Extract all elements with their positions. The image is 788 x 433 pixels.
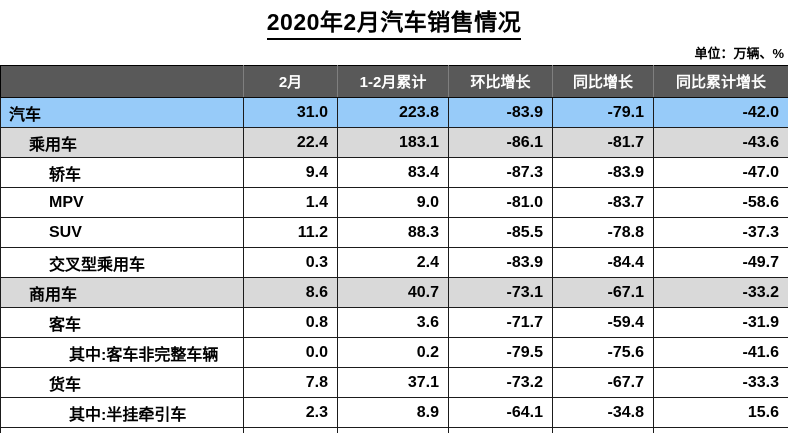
value-cell: 0.3	[243, 247, 338, 278]
value-cell: 88.3	[337, 217, 449, 248]
value-cell: -83.9	[552, 157, 654, 188]
column-header-yoy-cumulative-growth: 同比累计增长	[653, 65, 788, 98]
value-cell: 37.1	[337, 367, 449, 398]
value-cell: -33.3	[653, 367, 788, 398]
value-cell: -87.3	[448, 157, 553, 188]
value-cell: 83.4	[337, 157, 449, 188]
row-label-cell: 交叉型乘用车	[0, 247, 244, 278]
row-label-cell: 货车非完整车辆	[0, 427, 244, 433]
row-label-cell: SUV	[0, 217, 244, 248]
column-header-yoy-growth: 同比增长	[552, 65, 654, 98]
value-cell: -58.6	[653, 187, 788, 218]
value-cell: 11.2	[243, 217, 338, 248]
sales-table: 2月 1-2月累计 环比增长 同比增长 同比累计增长 汽车 31.0 223.8…	[0, 65, 788, 433]
table-row: 轿车 9.4 83.4 -87.3 -83.9 -47.0	[0, 157, 788, 188]
value-cell: 1.1	[243, 427, 338, 433]
unit-note: 单位：万辆、%	[694, 46, 784, 61]
value-cell: -85.5	[448, 217, 553, 248]
table-header: 2月 1-2月累计 环比增长 同比增长 同比累计增长	[0, 65, 788, 98]
row-label-cell: 货车	[0, 367, 244, 398]
value-cell: 8.9	[337, 397, 449, 428]
value-cell: 1.4	[243, 187, 338, 218]
value-cell: -59.4	[552, 307, 654, 338]
value-cell: -71.7	[448, 307, 553, 338]
value-cell: -49.7	[653, 247, 788, 278]
row-label-cell: 其中:客车非完整车辆	[0, 337, 244, 368]
value-cell: -33.2	[653, 277, 788, 308]
column-header-category	[0, 65, 244, 98]
value-cell: -83.9	[448, 247, 553, 278]
value-cell: -84.4	[552, 247, 654, 278]
value-cell: -81.7	[552, 127, 654, 158]
value-cell: -83.9	[448, 97, 553, 128]
value-cell: 0.2	[337, 337, 449, 368]
value-cell: -47.0	[653, 157, 788, 188]
table-row: 商用车 8.6 40.7 -73.1 -67.1 -33.2	[0, 277, 788, 308]
column-header-mom-growth: 环比增长	[448, 65, 553, 98]
row-label-cell: 汽车	[0, 97, 244, 128]
value-cell: -64.1	[448, 397, 553, 428]
page-title: 2020年2月汽车销售情况	[266, 3, 522, 40]
value-cell: -83.7	[552, 187, 654, 218]
table-row: 货车非完整车辆 1.1 5.9 -75.6 -68.1 -32.0	[0, 427, 788, 433]
value-cell: 2.3	[243, 397, 338, 428]
table-row: 乘用车 22.4 183.1 -86.1 -81.7 -43.6	[0, 127, 788, 158]
table-row: 客车 0.8 3.6 -71.7 -59.4 -31.9	[0, 307, 788, 338]
value-cell: -75.6	[448, 427, 553, 433]
value-cell: -32.0	[653, 427, 788, 433]
value-cell: -68.1	[552, 427, 654, 433]
value-cell: -43.6	[653, 127, 788, 158]
column-header-jan-feb-cumulative: 1-2月累计	[337, 65, 449, 98]
value-cell: -79.5	[448, 337, 553, 368]
row-label-cell: MPV	[0, 187, 244, 218]
row-label-cell: 乘用车	[0, 127, 244, 158]
table-row: SUV 11.2 88.3 -85.5 -78.8 -37.3	[0, 217, 788, 248]
row-label-cell: 其中:半挂牵引车	[0, 397, 244, 428]
row-label-cell: 轿车	[0, 157, 244, 188]
value-cell: -42.0	[653, 97, 788, 128]
row-label-cell: 客车	[0, 307, 244, 338]
value-cell: 8.6	[243, 277, 338, 308]
value-cell: -79.1	[552, 97, 654, 128]
value-cell: 2.4	[337, 247, 449, 278]
value-cell: -31.9	[653, 307, 788, 338]
value-cell: -67.7	[552, 367, 654, 398]
value-cell: 7.8	[243, 367, 338, 398]
table-row: 货车 7.8 37.1 -73.2 -67.7 -33.3	[0, 367, 788, 398]
value-cell: -34.8	[552, 397, 654, 428]
value-cell: 31.0	[243, 97, 338, 128]
value-cell: -86.1	[448, 127, 553, 158]
value-cell: 183.1	[337, 127, 449, 158]
value-cell: 3.6	[337, 307, 449, 338]
title-bar: 2020年2月汽车销售情况	[0, 3, 788, 40]
header-row: 2月 1-2月累计 环比增长 同比增长 同比累计增长	[0, 65, 788, 98]
value-cell: -75.6	[552, 337, 654, 368]
value-cell: 40.7	[337, 277, 449, 308]
value-cell: 5.9	[337, 427, 449, 433]
value-cell: -37.3	[653, 217, 788, 248]
value-cell: -78.8	[552, 217, 654, 248]
row-label-cell: 商用车	[0, 277, 244, 308]
table-row: 其中:半挂牵引车 2.3 8.9 -64.1 -34.8 15.6	[0, 397, 788, 428]
table-body: 汽车 31.0 223.8 -83.9 -79.1 -42.0 乘用车 22.4…	[0, 97, 788, 433]
value-cell: 0.0	[243, 337, 338, 368]
value-cell: 223.8	[337, 97, 449, 128]
column-header-feb: 2月	[243, 65, 338, 98]
value-cell: 9.0	[337, 187, 449, 218]
value-cell: -81.0	[448, 187, 553, 218]
value-cell: 0.8	[243, 307, 338, 338]
value-cell: 22.4	[243, 127, 338, 158]
table-row: MPV 1.4 9.0 -81.0 -83.7 -58.6	[0, 187, 788, 218]
value-cell: 9.4	[243, 157, 338, 188]
value-cell: 15.6	[653, 397, 788, 428]
value-cell: -41.6	[653, 337, 788, 368]
value-cell: -73.1	[448, 277, 553, 308]
table-row: 其中:客车非完整车辆 0.0 0.2 -79.5 -75.6 -41.6	[0, 337, 788, 368]
table-row: 汽车 31.0 223.8 -83.9 -79.1 -42.0	[0, 97, 788, 128]
value-cell: -73.2	[448, 367, 553, 398]
table-row: 交叉型乘用车 0.3 2.4 -83.9 -84.4 -49.7	[0, 247, 788, 278]
value-cell: -67.1	[552, 277, 654, 308]
